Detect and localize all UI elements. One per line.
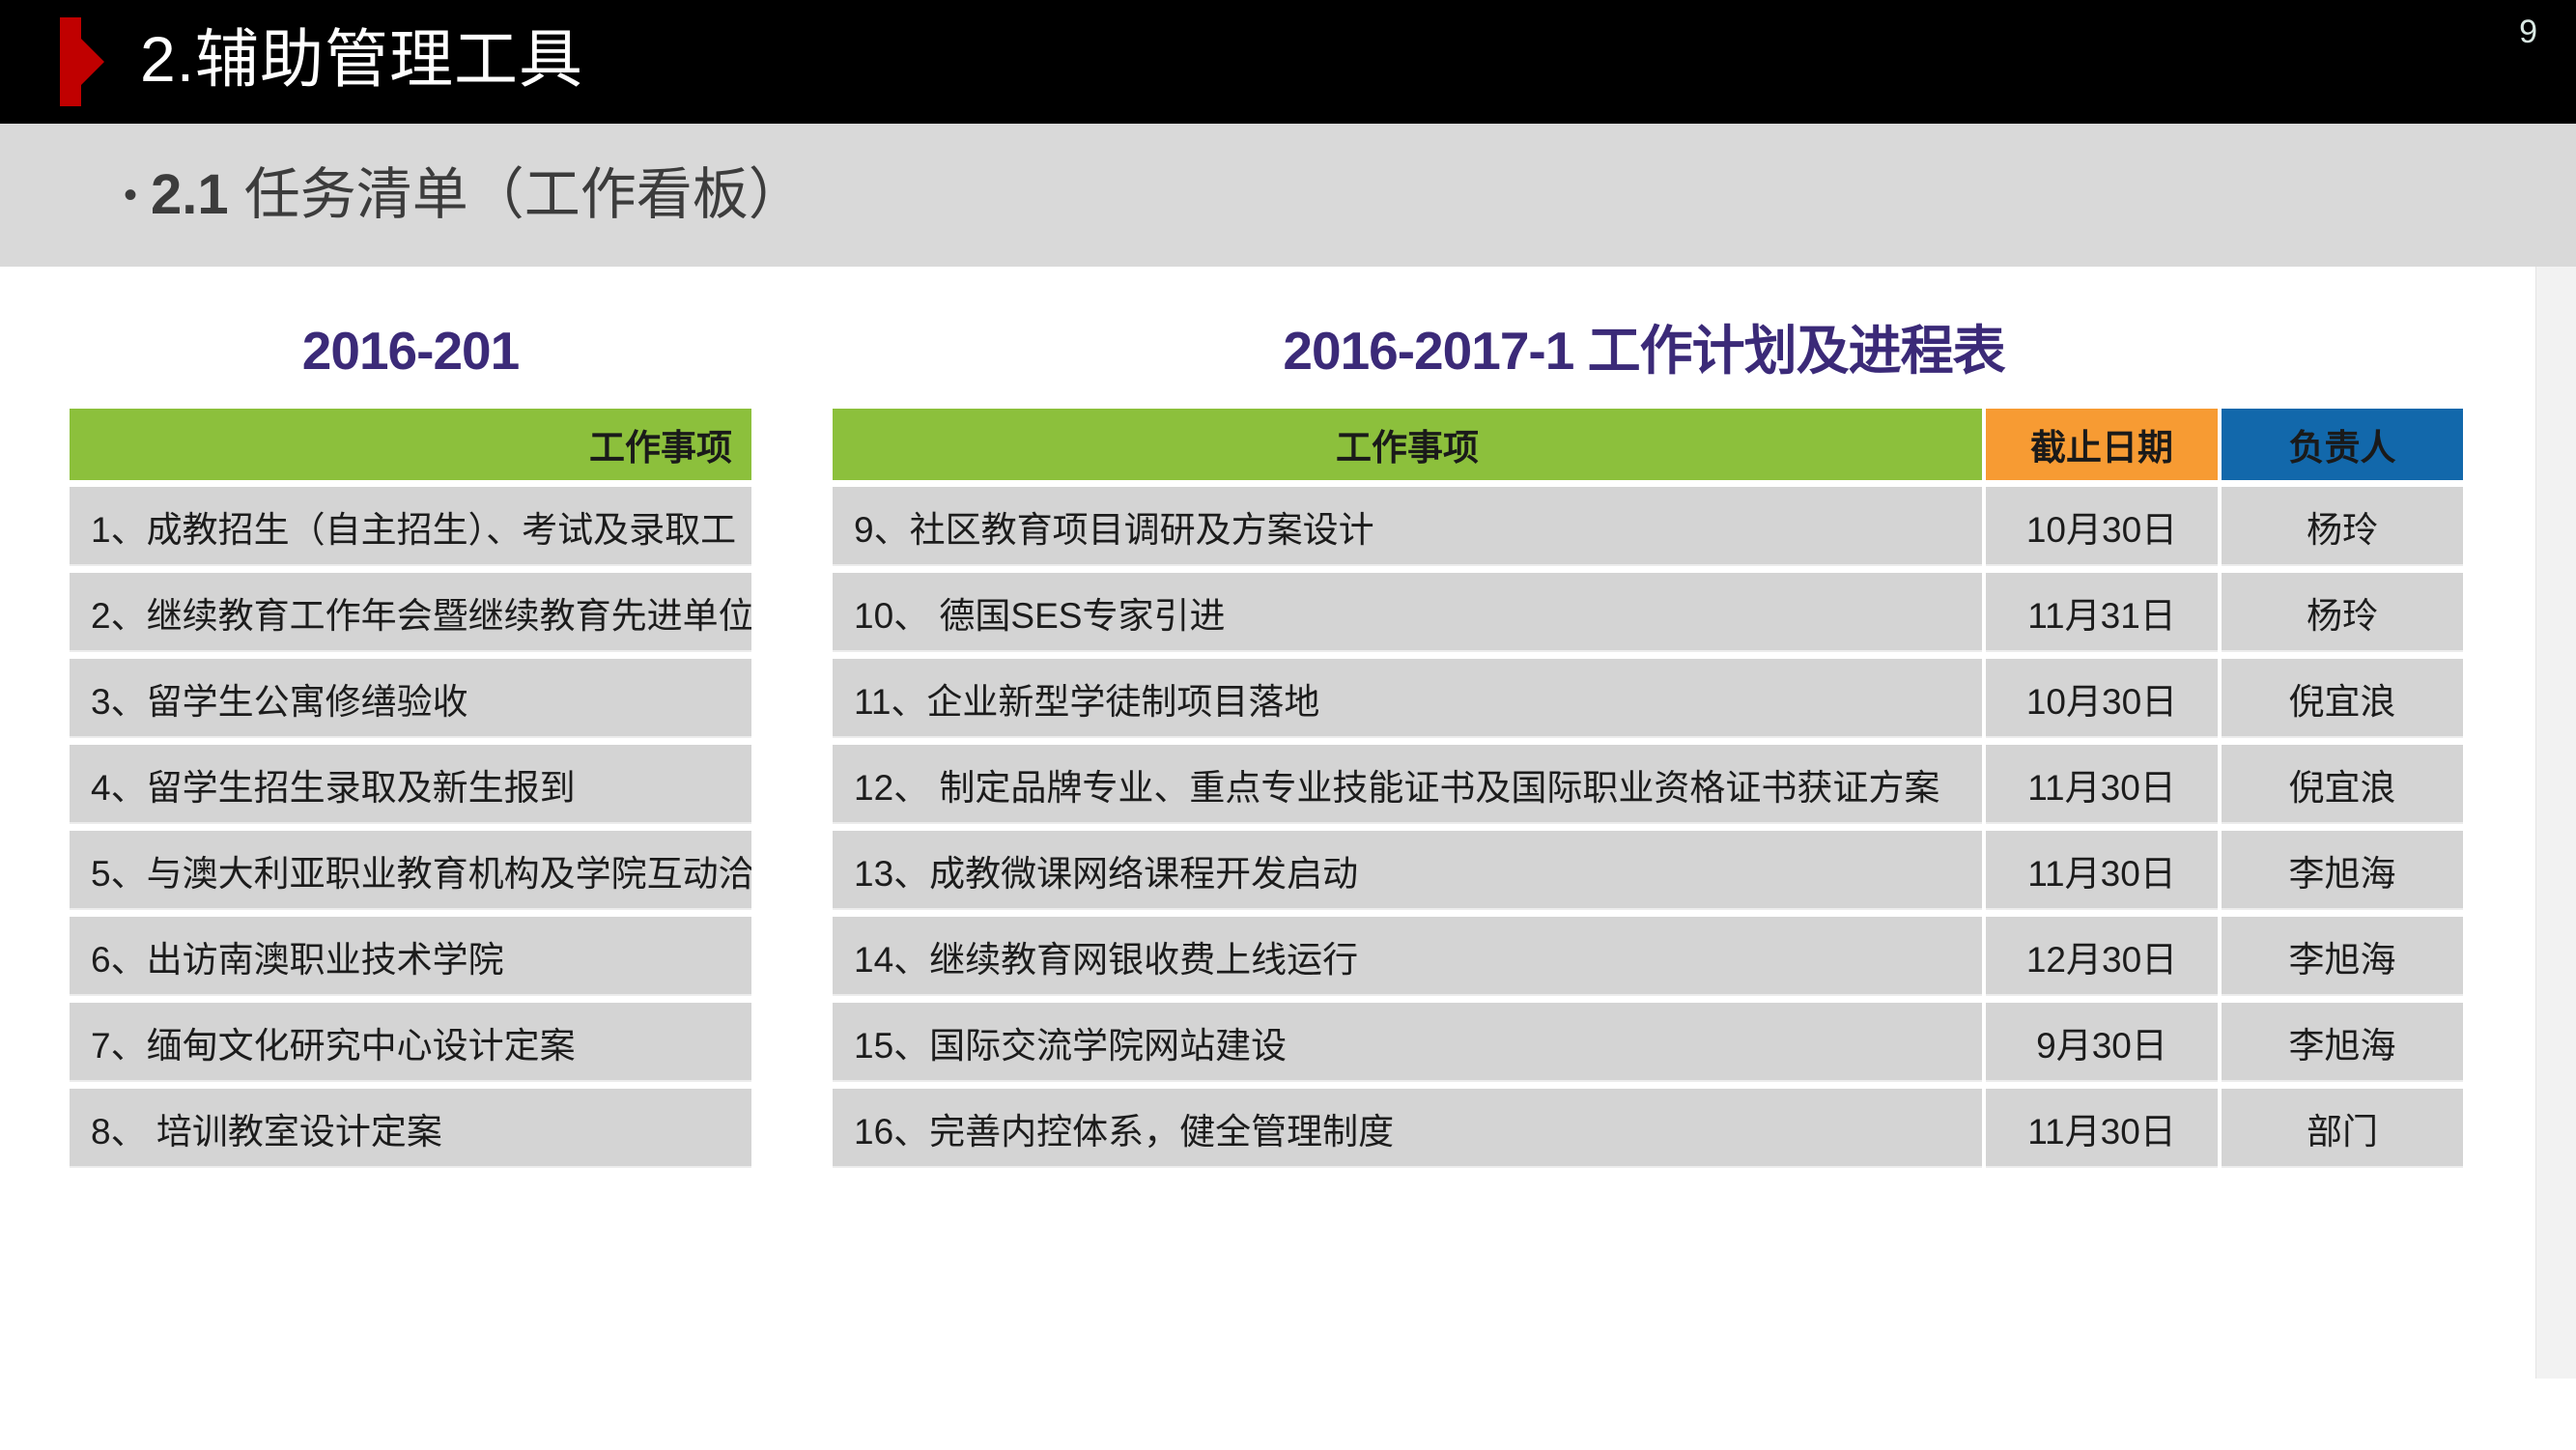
cell-due: 12月30日 — [1986, 917, 2218, 996]
table-row: 1、成教招生（自主招生）、考试及录取工 — [70, 487, 751, 566]
subtitle-number: 2.1 — [151, 163, 229, 226]
cell-task: 15、国际交流学院网站建设 — [833, 1003, 1982, 1082]
cell-task: 4、留学生招生录取及新生报到 — [70, 745, 751, 824]
cell-task: 16、完善内控体系，健全管理制度 — [833, 1089, 1982, 1168]
cell-task: 1、成教招生（自主招生）、考试及录取工 — [70, 487, 751, 566]
cell-task: 9、社区教育项目调研及方案设计 — [833, 487, 1982, 566]
cell-owner: 李旭海 — [2222, 831, 2463, 910]
cell-owner: 杨玲 — [2222, 487, 2463, 566]
cell-due: 10月30日 — [1986, 487, 2218, 566]
table-row: 8、 培训教室设计定案 — [70, 1089, 751, 1168]
table-row: 15、国际交流学院网站建设 9月30日 李旭海 — [833, 1003, 2463, 1082]
table-row: 13、成教微课网络课程开发启动 11月30日 李旭海 — [833, 831, 2463, 910]
cell-owner: 李旭海 — [2222, 1003, 2463, 1082]
subtitle-label: 任务清单（工作看板） — [243, 163, 805, 226]
table-row: 16、完善内控体系，健全管理制度 11月30日 部门 — [833, 1089, 2463, 1168]
slide-page-number: 9 — [2519, 14, 2537, 50]
slide-header-bar: 2.辅助管理工具 9 — [0, 0, 2576, 124]
cell-due: 11月30日 — [1986, 1089, 2218, 1168]
section-subtitle: • 2.1 任务清单（工作看板） — [124, 124, 805, 267]
right-table-title: 2016-2017-1 工作计划及进程表 — [1283, 321, 2005, 381]
subtitle-band: • 2.1 任务清单（工作看板） — [0, 124, 2576, 267]
left-task-table: 工作事项 1、成教招生（自主招生）、考试及录取工 2、继续教育工作年会暨继续教育先… — [70, 402, 751, 1175]
content-right-strip — [2535, 267, 2576, 1379]
column-header-task: 工作事项 — [833, 409, 1982, 480]
column-header-due-date: 截止日期 — [1986, 409, 2218, 480]
table-row: 10、 德国SES专家引进 11月31日 杨玲 — [833, 573, 2463, 652]
table-row: 6、出访南澳职业技术学院 — [70, 917, 751, 996]
cell-owner: 李旭海 — [2222, 917, 2463, 996]
table-row: 4、留学生招生录取及新生报到 — [70, 745, 751, 824]
cell-task: 3、留学生公寓修缮验收 — [70, 659, 751, 738]
cell-owner: 部门 — [2222, 1089, 2463, 1168]
cell-task: 12、 制定品牌专业、重点专业技能证书及国际职业资格证书获证方案 — [833, 745, 1982, 824]
table-row: 12、 制定品牌专业、重点专业技能证书及国际职业资格证书获证方案 11月30日 倪宜… — [833, 745, 2463, 824]
left-table-title: 2016-201 — [301, 321, 520, 381]
cell-task: 13、成教微课网络课程开发启动 — [833, 831, 1982, 910]
page-title: 2.辅助管理工具 — [140, 23, 584, 95]
table-header-row: 工作事项 截止日期 负责人 — [833, 409, 2463, 480]
table-row: 5、与澳大利亚职业教育机构及学院互动洽 — [70, 831, 751, 910]
table-row: 11、企业新型学徒制项目落地 10月30日 倪宜浪 — [833, 659, 2463, 738]
right-task-table: 工作事项 截止日期 负责人 9、社区教育项目调研及方案设计 10月30日 杨玲 10、… — [829, 402, 2467, 1175]
table-row: 3、留学生公寓修缮验收 — [70, 659, 751, 738]
table-row: 7、缅甸文化研究中心设计定案 — [70, 1003, 751, 1082]
column-header-task: 工作事项 — [70, 409, 751, 480]
cell-task: 7、缅甸文化研究中心设计定案 — [70, 1003, 751, 1082]
cell-task: 10、 德国SES专家引进 — [833, 573, 1982, 652]
cell-task: 14、继续教育网银收费上线运行 — [833, 917, 1982, 996]
red-arrow-marker-icon — [60, 17, 104, 106]
cell-owner: 杨玲 — [2222, 573, 2463, 652]
left-worksheet-block: 2016-201 工作事项 1、成教招生（自主招生）、考试及录取工 2、继续教育工… — [70, 319, 751, 1175]
table-row: 9、社区教育项目调研及方案设计 10月30日 杨玲 — [833, 487, 2463, 566]
cell-task: 5、与澳大利亚职业教育机构及学院互动洽 — [70, 831, 751, 910]
cell-due: 11月30日 — [1986, 831, 2218, 910]
column-header-owner: 负责人 — [2222, 409, 2463, 480]
cell-owner: 倪宜浪 — [2222, 659, 2463, 738]
cell-task: 6、出访南澳职业技术学院 — [70, 917, 751, 996]
cell-task: 2、继续教育工作年会暨继续教育先进单位及 — [70, 573, 751, 652]
cell-due: 9月30日 — [1986, 1003, 2218, 1082]
bullet-icon: • — [124, 174, 138, 216]
table-row: 2、继续教育工作年会暨继续教育先进单位及 — [70, 573, 751, 652]
cell-owner: 倪宜浪 — [2222, 745, 2463, 824]
table-row: 14、继续教育网银收费上线运行 12月30日 李旭海 — [833, 917, 2463, 996]
cell-task: 11、企业新型学徒制项目落地 — [833, 659, 1982, 738]
cell-due: 11月31日 — [1986, 573, 2218, 652]
cell-due: 11月30日 — [1986, 745, 2218, 824]
table-header-row: 工作事项 — [70, 409, 751, 480]
right-worksheet-block: 2016-2017-1 工作计划及进程表 工作事项 截止日期 负责人 9、社区教… — [833, 319, 2463, 1175]
cell-due: 10月30日 — [1986, 659, 2218, 738]
cell-task: 8、 培训教室设计定案 — [70, 1089, 751, 1168]
